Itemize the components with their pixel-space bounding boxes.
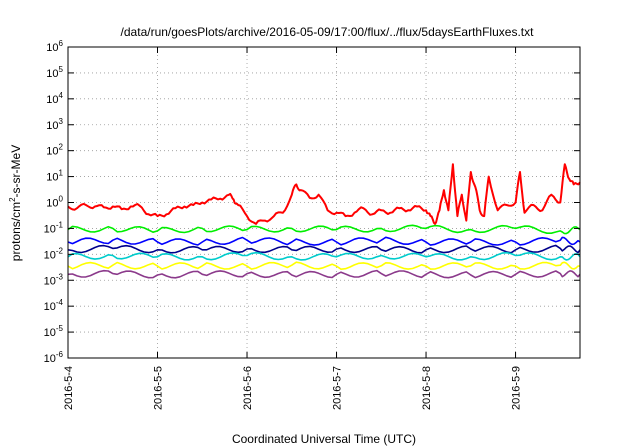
y-tick-base: 10	[44, 249, 56, 261]
series-line-4	[67, 251, 581, 261]
chart-title: /data/run/goesPlots/archive/2016-05-09/1…	[121, 25, 535, 39]
x-axis: 2016-5-4 2016-5-5 2016-5-6 2016-5-7 2016-5-8…	[63, 47, 523, 410]
y-tick-exponent: -5	[56, 324, 64, 333]
series-group	[67, 163, 581, 279]
x-tick-label: 2016-5-8	[421, 366, 433, 410]
y-tick-base: 10	[44, 327, 56, 339]
y-tick-exponent: -3	[56, 272, 64, 281]
y-tick-label: 102	[46, 143, 63, 158]
y-tick-label: 10-6	[44, 350, 64, 365]
y-tick-label: 10-4	[44, 298, 64, 313]
y-axis-label: protons/cm2-s-sr-MeV	[8, 145, 23, 261]
series-line-2	[67, 236, 581, 246]
y-tick-exponent: 2	[59, 143, 64, 152]
y-tick-base: 10	[46, 172, 58, 184]
y-axis-label-prefix: protons/cm	[9, 202, 23, 261]
x-tick-label: 2016-5-7	[332, 366, 344, 410]
x-tick-label: 2016-5-6	[242, 366, 254, 410]
series-line-0	[67, 163, 581, 225]
series-line-1	[67, 224, 581, 235]
y-tick-exponent: 3	[59, 117, 64, 126]
y-tick-label: 105	[46, 65, 63, 80]
y-tick-exponent: 0	[59, 195, 64, 204]
x-tick-label: 2016-5-5	[153, 366, 165, 410]
series-line-3	[67, 244, 581, 254]
y-tick-base: 10	[46, 198, 58, 210]
y-tick-base: 10	[46, 146, 58, 158]
y-tick-label: 10-1	[44, 220, 64, 235]
y-tick-label: 10-3	[44, 272, 64, 287]
x-axis-label: Coordinated Universal Time (UTC)	[232, 432, 416, 446]
y-tick-exponent: 1	[59, 169, 64, 178]
y-axis-label-superscript: 2	[8, 197, 17, 202]
y-tick-label: 103	[46, 117, 63, 132]
series-line-6	[67, 269, 581, 279]
y-tick-label: 100	[46, 195, 63, 210]
y-tick-base: 10	[46, 42, 58, 54]
y-tick-base: 10	[44, 353, 56, 365]
y-tick-base: 10	[44, 301, 56, 313]
y-axis-label-suffix: -s-sr-MeV	[9, 145, 23, 198]
y-tick-base: 10	[46, 94, 58, 106]
y-tick-exponent: 6	[59, 39, 64, 48]
y-tick-label: 101	[46, 169, 63, 184]
y-axis: 10-610-510-410-310-210-11001011021031041…	[44, 39, 580, 365]
y-tick-exponent: -6	[56, 350, 64, 359]
y-tick-exponent: 5	[59, 65, 64, 74]
y-tick-label: 10-5	[44, 324, 64, 339]
y-tick-base: 10	[44, 223, 56, 235]
y-tick-label: 104	[46, 91, 63, 106]
y-tick-exponent: -2	[56, 246, 64, 255]
series-line-5	[67, 261, 580, 271]
y-tick-exponent: 4	[59, 91, 64, 100]
y-tick-base: 10	[44, 275, 56, 287]
y-tick-label: 10-2	[44, 246, 64, 261]
y-tick-exponent: -1	[56, 220, 64, 229]
y-tick-label: 106	[46, 39, 63, 54]
x-tick-label: 2016-5-4	[63, 366, 75, 410]
x-tick-label: 2016-5-9	[511, 366, 523, 410]
y-tick-base: 10	[46, 120, 58, 132]
y-tick-base: 10	[46, 68, 58, 80]
y-tick-exponent: -4	[56, 298, 64, 307]
